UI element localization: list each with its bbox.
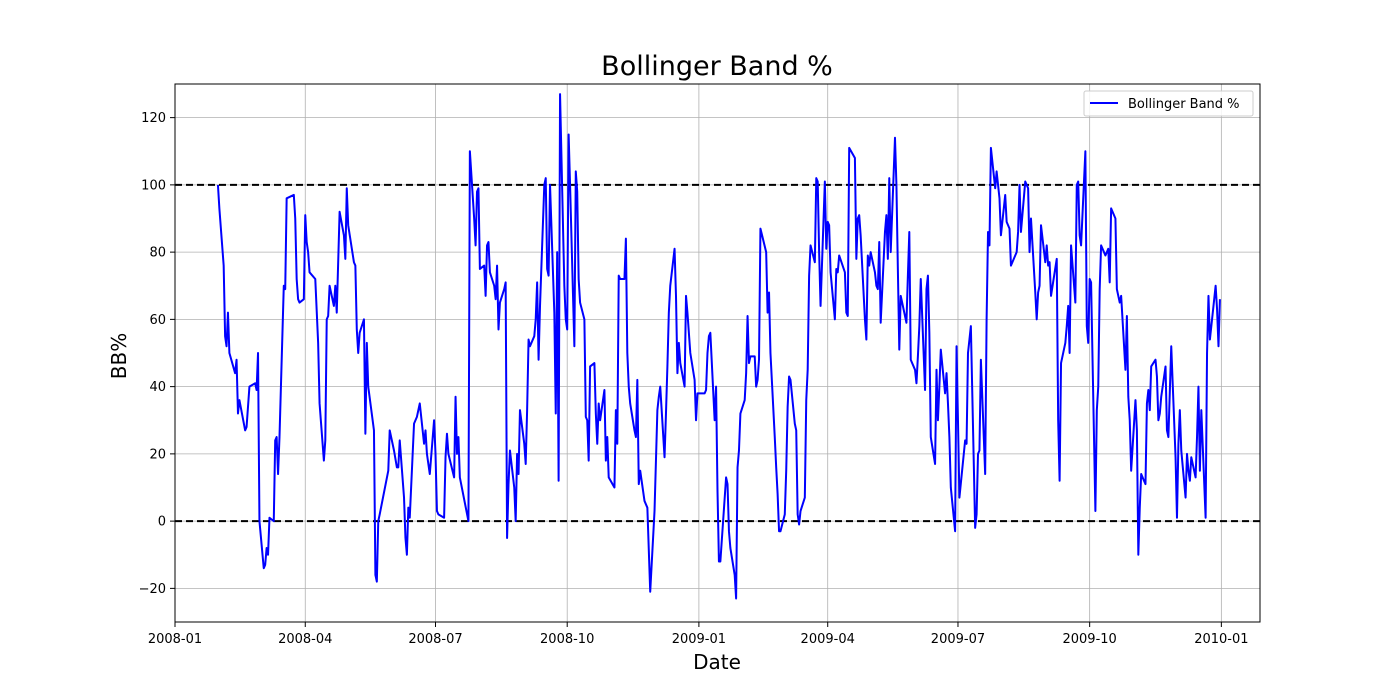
x-tick-label: 2008-04 (278, 632, 332, 647)
legend-box (1083, 90, 1254, 117)
x-tick-label: 2010-01 (1194, 632, 1248, 647)
y-tick-label: −20 (139, 582, 166, 597)
x-tick-label: 2009-10 (1062, 632, 1116, 647)
y-tick-label: 120 (141, 111, 166, 126)
y-tick-label: 20 (149, 447, 166, 462)
chart-title: Bollinger Band % (601, 51, 833, 82)
y-tick-label: 40 (149, 380, 166, 395)
legend: Bollinger Band % (1083, 90, 1254, 117)
y-axis-ticks: −20 0 20 40 60 80 100 120 (139, 111, 175, 597)
y-tick-label: 80 (149, 246, 166, 261)
x-tick-label: 2008-10 (540, 632, 594, 647)
x-axis-label: Date (693, 650, 741, 674)
x-tick-label: 2008-07 (408, 632, 462, 647)
series-line-0 (216, 93, 1221, 600)
x-tick-label: 2008-01 (148, 632, 202, 647)
y-tick-label: 100 (141, 178, 166, 193)
x-axis-ticks: 2008-01 2008-04 2008-07 2008-10 2009-01 2009-… (148, 622, 1249, 647)
y-axis-label: BB% (107, 333, 131, 379)
x-tick-label: 2009-04 (801, 632, 855, 647)
plot-frame (174, 83, 1261, 623)
legend-label: Bollinger Band % (1128, 97, 1240, 112)
x-tick-label: 2009-01 (672, 632, 726, 647)
series-layer (216, 93, 1221, 600)
x-tick-label: 2009-07 (931, 632, 985, 647)
y-tick-label: 60 (149, 313, 166, 328)
y-tick-label: 0 (158, 515, 166, 530)
